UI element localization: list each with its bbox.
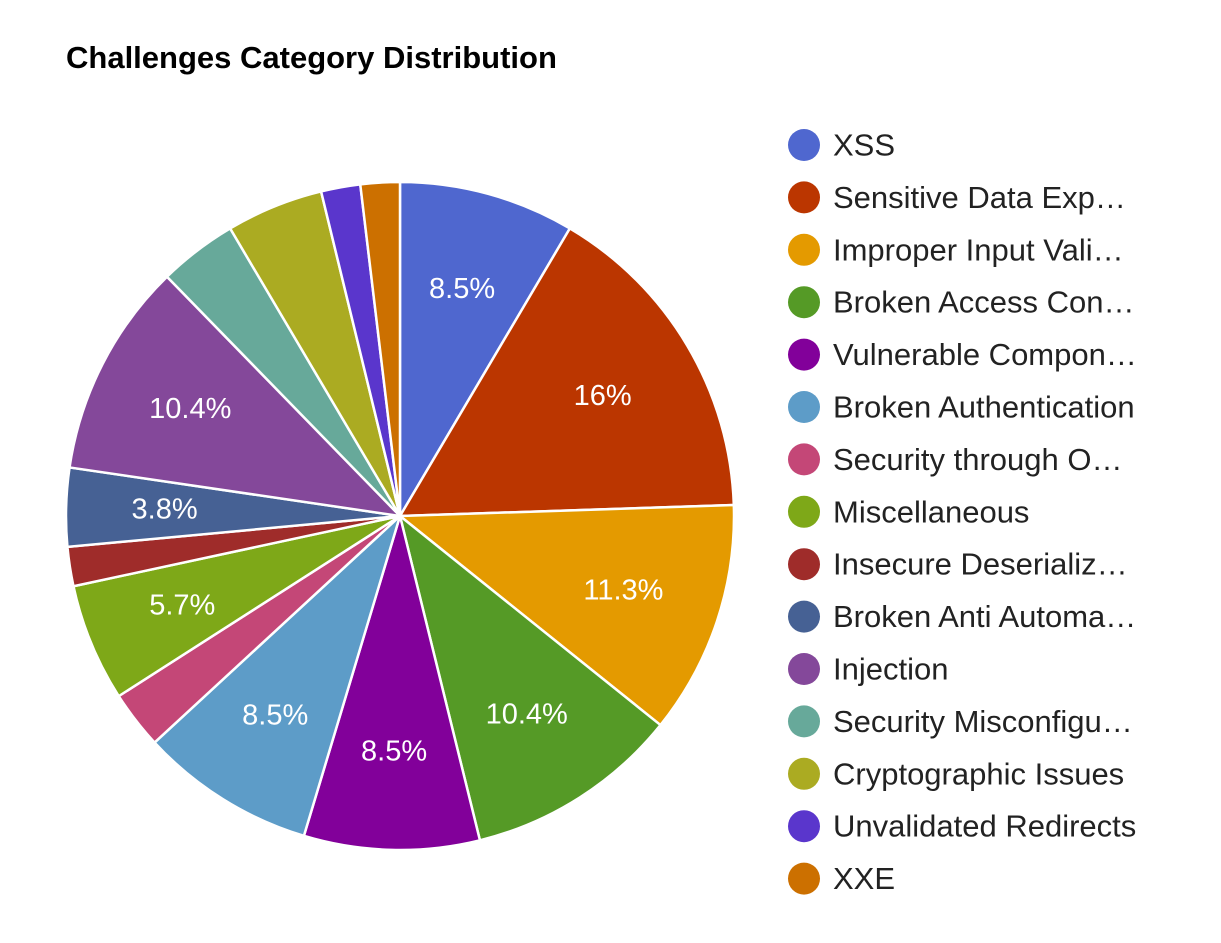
legend-swatch xyxy=(788,495,820,528)
slice-label-vulnerable-components: 8.5% xyxy=(361,735,427,767)
legend-label: Broken Anti Automa… xyxy=(833,599,1136,634)
legend-item-security-misconfiguration[interactable]: Security Misconfigu… xyxy=(788,704,1133,739)
legend-label: XSS xyxy=(833,128,895,163)
pie-slice-vulnerable-components[interactable] xyxy=(302,514,482,852)
pie-slices xyxy=(64,180,736,852)
legend-swatch xyxy=(788,653,820,685)
slice-label-sensitive-data-exposure: 16% xyxy=(574,380,632,412)
legend-item-broken-anti-automation[interactable]: Broken Anti Automa… xyxy=(788,599,1136,634)
legend-item-improper-input-validation[interactable]: Improper Input Vali… xyxy=(788,232,1124,267)
legend-item-vulnerable-components[interactable]: Vulnerable Compon… xyxy=(788,337,1137,372)
pie-slice-injection[interactable] xyxy=(68,275,402,518)
legend-swatch xyxy=(788,338,820,371)
legend-label: Injection xyxy=(833,652,948,687)
pie-slice-xxe[interactable] xyxy=(359,180,402,518)
slice-label-broken-authentication: 8.5% xyxy=(242,700,308,732)
legend-swatch xyxy=(788,548,820,581)
legend-label: Broken Access Con… xyxy=(833,285,1135,320)
slice-label-miscellaneous: 5.7% xyxy=(149,590,215,622)
legend-swatch xyxy=(788,443,820,476)
legend-label: Improper Input Vali… xyxy=(833,232,1124,267)
pie-slice-broken-authentication[interactable] xyxy=(153,514,402,838)
legend-item-broken-access-control[interactable]: Broken Access Con… xyxy=(788,285,1135,320)
legend-item-broken-authentication[interactable]: Broken Authentication xyxy=(788,390,1135,425)
chart-title: Challenges Category Distribution xyxy=(66,40,557,75)
legend-item-insecure-deserialization[interactable]: Insecure Deserializ… xyxy=(788,547,1128,582)
slice-label-xss: 8.5% xyxy=(429,273,495,305)
legend-swatch xyxy=(788,862,820,895)
legend-swatch xyxy=(788,391,820,423)
pie-slice-improper-input-validation[interactable] xyxy=(398,503,736,727)
legend-item-security-through-obscurity[interactable]: Security through O… xyxy=(788,442,1122,477)
legend-label: Sensitive Data Exp… xyxy=(833,180,1126,215)
legend-item-xss[interactable]: XSS xyxy=(788,128,895,163)
legend-label: Broken Authentication xyxy=(833,390,1135,425)
legend-swatch xyxy=(788,810,820,843)
slice-label-broken-anti-automation: 3.8% xyxy=(132,494,198,526)
slice-label-improper-input-validation: 11.3% xyxy=(583,574,663,606)
legend-swatch xyxy=(788,600,820,633)
slice-label-broken-access-control: 10.4% xyxy=(486,699,568,731)
legend-item-sensitive-data-exposure[interactable]: Sensitive Data Exp… xyxy=(788,180,1126,215)
legend-swatch xyxy=(788,757,820,790)
legend-label: Security Misconfigu… xyxy=(833,704,1133,739)
legend-item-miscellaneous[interactable]: Miscellaneous xyxy=(788,494,1029,529)
legend-label: Security through O… xyxy=(833,442,1122,477)
pie-slice-xss[interactable] xyxy=(398,180,572,518)
legend-swatch xyxy=(788,286,820,319)
legend-item-cryptographic-issues[interactable]: Cryptographic Issues xyxy=(788,756,1124,791)
legend-item-unvalidated-redirects[interactable]: Unvalidated Redirects xyxy=(788,809,1136,844)
legend-label: Insecure Deserializ… xyxy=(833,547,1128,582)
legend: XSS Sensitive Data Exp… Improper Input Val… xyxy=(788,128,1137,896)
legend-item-xxe[interactable]: XXE xyxy=(788,861,895,896)
legend-swatch xyxy=(788,233,820,266)
legend-label: Cryptographic Issues xyxy=(833,756,1124,791)
legend-label: Unvalidated Redirects xyxy=(833,809,1136,844)
legend-swatch xyxy=(788,129,820,161)
slice-label-injection: 10.4% xyxy=(149,393,231,425)
legend-label: Miscellaneous xyxy=(833,494,1029,529)
pie-slice-labels: 8.5% 16% 11.3% 10.4% 8.5% 8.5% 5.7% 3.8% 10.4% xyxy=(132,273,664,768)
pie-slice-sensitive-data-exposure[interactable] xyxy=(398,227,736,518)
legend-item-injection[interactable]: Injection xyxy=(788,652,948,687)
legend-swatch xyxy=(788,181,820,214)
legend-label: Vulnerable Compon… xyxy=(833,337,1137,372)
legend-swatch xyxy=(788,705,820,738)
legend-label: XXE xyxy=(833,861,895,896)
pie-slice-broken-access-control[interactable] xyxy=(398,514,662,842)
